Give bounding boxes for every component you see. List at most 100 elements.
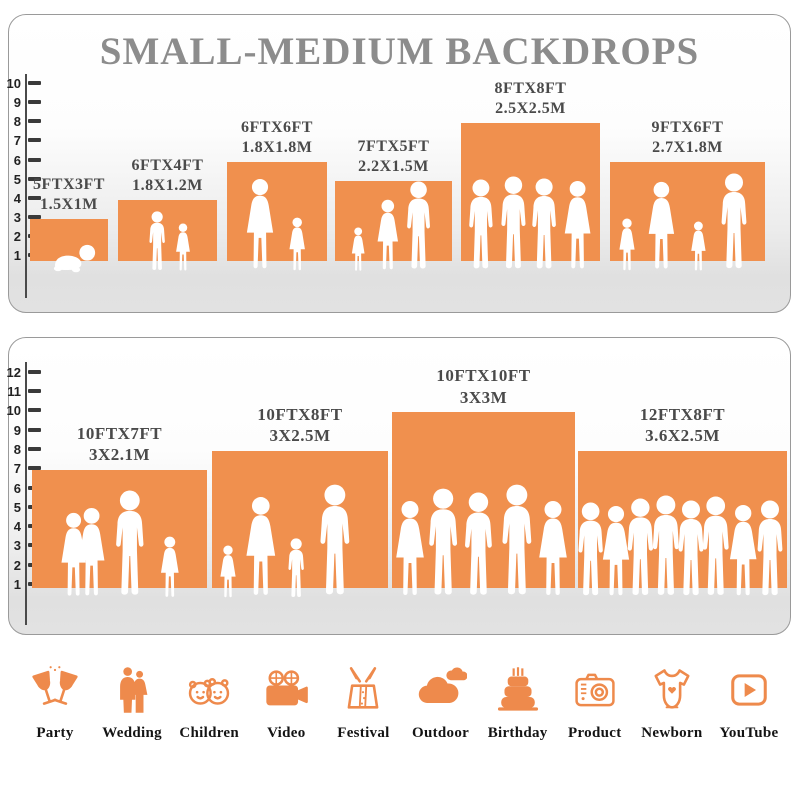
festival-icon bbox=[337, 664, 389, 716]
icon-label: Wedding bbox=[102, 725, 162, 741]
category-legend: Party Wedding Children Video Festival Outdoor… bbox=[18, 664, 786, 742]
video-icon bbox=[260, 664, 312, 716]
person-silhouette bbox=[647, 495, 685, 600]
axis-tick-label: 3 bbox=[13, 209, 21, 225]
page-title: SMALL-MEDIUM BACKDROPS bbox=[99, 30, 700, 73]
legend-item-birthday: Birthday bbox=[481, 664, 555, 742]
person-silhouette bbox=[533, 500, 573, 600]
axis-tick-label: 3 bbox=[13, 538, 21, 554]
axis-tick bbox=[28, 408, 41, 413]
bar-size-label: 10FTX8FT 3X2.5M bbox=[212, 404, 388, 447]
person-silhouette bbox=[716, 173, 752, 273]
axis-tick-label: 9 bbox=[13, 95, 21, 111]
person-silhouette bbox=[241, 178, 279, 273]
person-silhouette bbox=[173, 223, 193, 273]
bar-size-label: 9FTX6FT 2.7X1.8M bbox=[610, 118, 765, 158]
person-silhouette bbox=[752, 500, 788, 600]
person-silhouette bbox=[527, 178, 561, 273]
bar-size-label: 10FTX7FT 3X2.1M bbox=[32, 423, 207, 466]
size-meters-label: 3X3M bbox=[459, 387, 508, 407]
axis-tick-label: 2 bbox=[13, 557, 21, 573]
person-silhouette bbox=[240, 496, 282, 600]
wedding-icon bbox=[106, 664, 158, 716]
axis-tick bbox=[28, 466, 41, 471]
y-axis-line bbox=[25, 74, 27, 298]
axis-tick bbox=[28, 195, 41, 200]
newborn-icon bbox=[646, 664, 698, 716]
person-silhouette bbox=[157, 536, 183, 600]
icon-label: Birthday bbox=[487, 725, 548, 741]
legend-item-party: Party bbox=[18, 664, 92, 742]
axis-tick-label: 11 bbox=[7, 384, 21, 399]
person-silhouette bbox=[373, 199, 403, 273]
legend-item-product: Product bbox=[558, 664, 632, 742]
size-meters-label: 2.7X1.8M bbox=[652, 138, 723, 156]
axis-tick bbox=[28, 214, 41, 219]
legend-item-outdoor: Outdoor bbox=[404, 664, 478, 742]
axis-tick bbox=[28, 427, 41, 432]
size-feet-label: 12FTX8FT bbox=[639, 404, 726, 424]
legend-item-youtube: YouTube bbox=[712, 664, 786, 742]
axis-tick-label: 7 bbox=[13, 461, 21, 477]
axis-tick bbox=[28, 176, 41, 181]
person-silhouette bbox=[349, 227, 367, 273]
person-silhouette bbox=[724, 504, 762, 600]
person-silhouette bbox=[559, 180, 596, 273]
axis-tick-label: 4 bbox=[13, 190, 21, 206]
person-silhouette bbox=[286, 217, 308, 273]
axis-tick-label: 4 bbox=[13, 519, 21, 535]
person-silhouette bbox=[314, 484, 356, 600]
person-silhouette bbox=[597, 505, 635, 600]
size-meters-label: 1.5X1M bbox=[40, 195, 98, 213]
birthday-icon bbox=[492, 664, 544, 716]
bar-size-label: 8FTX8FT 2.5X2.5M bbox=[461, 79, 600, 119]
person-silhouette bbox=[464, 179, 498, 273]
legend-item-children: Children bbox=[172, 664, 246, 742]
axis-tick bbox=[28, 446, 41, 451]
legend-item-video: Video bbox=[249, 664, 323, 742]
person-silhouette bbox=[73, 507, 110, 600]
person-silhouette bbox=[146, 211, 168, 273]
person-silhouette bbox=[673, 500, 709, 600]
size-meters-label: 3X2.1M bbox=[88, 445, 151, 465]
axis-tick bbox=[28, 369, 41, 374]
person-silhouette bbox=[285, 538, 307, 600]
person-silhouette bbox=[496, 484, 538, 600]
legend-item-wedding: Wedding bbox=[95, 664, 169, 742]
icon-label: Festival bbox=[337, 725, 390, 741]
axis-tick bbox=[28, 81, 41, 86]
axis-tick-label: 5 bbox=[13, 499, 21, 515]
axis-tick-label: 10 bbox=[6, 403, 21, 419]
person-silhouette bbox=[697, 496, 734, 600]
person-silhouette bbox=[622, 498, 659, 600]
axis-tick-label: 9 bbox=[13, 422, 21, 438]
axis-tick-label: 12 bbox=[6, 364, 21, 380]
backdrop-bar bbox=[30, 218, 108, 261]
size-feet-label: 7FTX5FT bbox=[357, 137, 430, 155]
size-meters-label: 2.5X2.5M bbox=[495, 100, 566, 118]
axis-tick-label: 6 bbox=[13, 480, 21, 496]
bar-size-label: 6FTX6FT 1.8X1.8M bbox=[227, 118, 327, 158]
icon-label: Children bbox=[179, 725, 240, 741]
size-feet-label: 6FTX4FT bbox=[131, 156, 204, 174]
youtube-icon bbox=[723, 664, 775, 716]
axis-tick-label: 8 bbox=[13, 441, 21, 457]
person-silhouette bbox=[423, 488, 463, 600]
icon-label: Party bbox=[36, 725, 74, 741]
person-silhouette bbox=[390, 500, 430, 600]
size-feet-label: 10FTX7FT bbox=[76, 424, 163, 444]
axis-tick-label: 7 bbox=[13, 133, 21, 149]
size-feet-label: 8FTX8FT bbox=[494, 80, 567, 98]
axis-tick bbox=[28, 138, 41, 143]
axis-tick-label: 1 bbox=[13, 248, 21, 263]
icon-label: Video bbox=[267, 725, 306, 741]
person-silhouette bbox=[496, 176, 531, 273]
person-silhouette bbox=[688, 221, 709, 273]
bar-size-label: 12FTX8FT 3.6X2.5M bbox=[578, 404, 787, 447]
bar-size-label: 10FTX10FT 3X3M bbox=[392, 365, 575, 408]
children-icon bbox=[183, 664, 235, 716]
size-feet-label: 10FTX8FT bbox=[257, 404, 343, 424]
backdrop-bar bbox=[227, 161, 327, 261]
size-meters-label: 1.8X1.8M bbox=[241, 138, 313, 156]
icon-label: Product bbox=[568, 725, 622, 741]
